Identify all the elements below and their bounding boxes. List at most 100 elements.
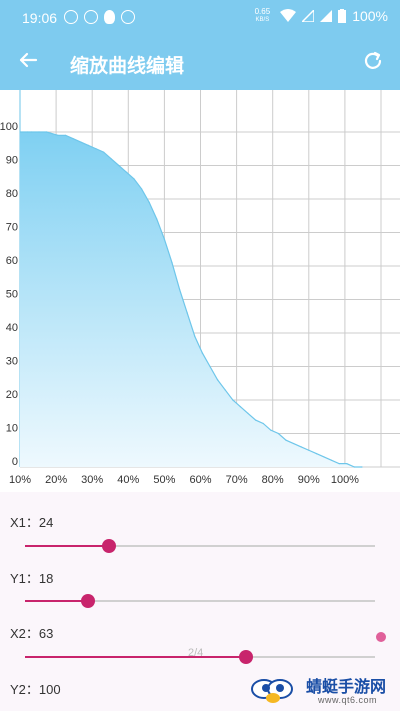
curve-point xyxy=(308,449,310,451)
refresh-icon[interactable] xyxy=(360,48,386,74)
chart-svg: 10% 20% 30% 40% 50% 60% 70% 80% 90% 100% 0 10 20 30 40… xyxy=(0,90,400,501)
curve-point xyxy=(125,171,127,173)
curve-point xyxy=(224,389,226,391)
y-tick-label: 40 xyxy=(6,322,18,334)
curve-point xyxy=(30,131,32,133)
curve-point xyxy=(57,134,59,136)
curve-point xyxy=(179,288,181,291)
battery-icon xyxy=(338,9,347,23)
x-tick-label: 10% xyxy=(9,474,31,486)
curve-area xyxy=(20,132,362,467)
curve-point xyxy=(232,399,234,401)
x-tick-label: 20% xyxy=(45,474,67,486)
curve-point xyxy=(141,188,143,190)
x2-slider-fill xyxy=(25,656,246,658)
x-tick-label: 70% xyxy=(226,474,248,486)
y-tick-label: 20 xyxy=(6,389,18,401)
net-speed-unit: KB/S xyxy=(255,17,270,23)
curve-point xyxy=(87,144,89,146)
curve-point xyxy=(315,453,317,455)
floating-dot xyxy=(376,632,386,642)
notification-icon-1 xyxy=(64,10,78,24)
wifi-icon xyxy=(280,9,297,22)
curve-point xyxy=(186,312,188,314)
x2-slider-thumb[interactable] xyxy=(238,650,253,664)
x-tick-label: 80% xyxy=(262,474,284,486)
curve-point xyxy=(171,262,173,264)
curve-point xyxy=(300,446,302,448)
curve-point xyxy=(19,131,21,133)
x2-label: X2：63 xyxy=(10,626,54,641)
curve-point xyxy=(72,138,74,140)
y-tick-label: 60 xyxy=(6,255,18,267)
y1-slider[interactable] xyxy=(25,594,375,608)
curve-point xyxy=(118,164,120,167)
y2-label: Y2：100 xyxy=(10,682,61,697)
y-tick-label: 50 xyxy=(6,289,18,301)
battery-level: 100% xyxy=(352,8,388,24)
curve-point xyxy=(285,439,287,441)
x-tick-label: 40% xyxy=(117,474,139,486)
curve-point xyxy=(270,429,272,431)
notification-icon-3 xyxy=(121,10,135,24)
curve-point xyxy=(163,238,165,240)
x2-slider[interactable] xyxy=(25,650,375,664)
curve-point xyxy=(346,463,348,465)
y1-slider-thumb[interactable] xyxy=(81,594,95,608)
curve-point xyxy=(156,218,158,220)
curve-point xyxy=(133,178,135,180)
curve-point xyxy=(194,335,196,337)
curve-point xyxy=(277,432,279,435)
watermark: 蜻蜓手游网 www.qt6.com xyxy=(250,665,400,711)
y1-slider-fill xyxy=(25,600,88,602)
y-tick-label: 80 xyxy=(6,188,18,200)
x1-slider-fill xyxy=(25,545,109,547)
curve-controls: X1：24 Y1：18 X2：63 2/4 Y2：100 xyxy=(0,492,400,711)
y-tick-label: 70 xyxy=(6,222,18,234)
curve-point xyxy=(217,379,219,381)
curve-point xyxy=(38,131,40,133)
curve-point xyxy=(46,131,48,133)
y-tick-label: 10 xyxy=(6,423,18,435)
watermark-url: www.qt6.com xyxy=(318,695,378,705)
curve-point xyxy=(103,151,105,153)
x1-slider[interactable] xyxy=(25,539,375,553)
x-tick-label: 100% xyxy=(331,474,359,486)
dragonfly-logo-icon xyxy=(251,679,293,703)
curve-point xyxy=(293,442,295,445)
x-tick-label: 60% xyxy=(189,474,211,486)
curve-point xyxy=(361,466,363,468)
curve-point xyxy=(255,419,257,421)
status-right: 0.65 KB/S 100% xyxy=(255,8,388,25)
curve-point xyxy=(65,134,67,136)
x1-slider-thumb[interactable] xyxy=(102,539,116,553)
page-indicator: 2/4 xyxy=(188,647,204,659)
curve-line xyxy=(20,131,362,468)
y1-label: Y1：18 xyxy=(10,571,54,586)
curve-point xyxy=(353,466,355,468)
curve-point xyxy=(27,131,29,133)
x-tick-label: 30% xyxy=(81,474,103,486)
arrow-left-icon[interactable] xyxy=(16,48,40,72)
curve-point xyxy=(201,352,203,354)
curve-point xyxy=(331,459,333,461)
zoom-curve-chart[interactable]: 10% 20% 30% 40% 50% 60% 70% 80% 90% 100% 0 10 20 30 40… xyxy=(0,90,400,501)
signal-icon-2 xyxy=(320,10,333,22)
curve-point xyxy=(80,141,82,143)
net-speed: 0.65 KB/S xyxy=(255,8,271,24)
curve-point xyxy=(110,158,112,160)
curve-point xyxy=(262,422,264,425)
curve-point xyxy=(247,412,249,414)
y-tick-label: 100 xyxy=(0,121,18,133)
x-tick-label: 90% xyxy=(298,474,320,486)
y-tick-label: 90 xyxy=(6,155,18,167)
notification-icon-2 xyxy=(84,10,98,24)
watermark-text: 蜻蜓手游网 xyxy=(306,679,387,696)
curve-point xyxy=(95,148,97,150)
qq-icon xyxy=(104,10,115,24)
curve-point xyxy=(209,365,211,368)
status-time: 19:06 xyxy=(22,10,58,26)
curve-point xyxy=(239,406,241,408)
y-tick-label: 30 xyxy=(6,356,18,368)
net-speed-value: 0.65 xyxy=(254,7,271,16)
